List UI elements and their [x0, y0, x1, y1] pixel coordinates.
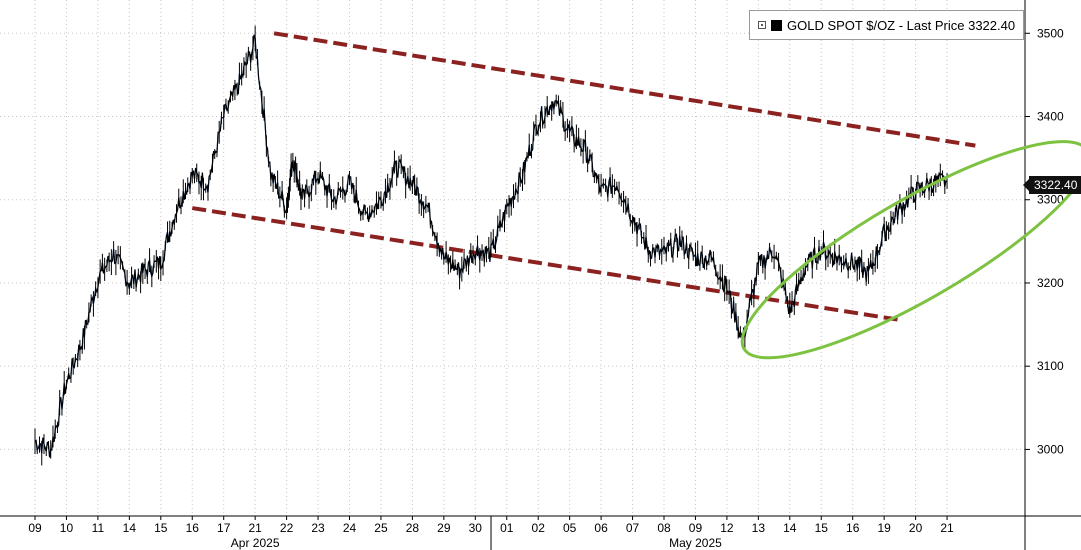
channel-line [273, 31, 976, 148]
month-label: May 2025 [669, 536, 722, 550]
highlight-ellipse-layer [740, 140, 1081, 360]
x-tick-label: 11 [92, 521, 105, 535]
y-tick-label: 3500 [1037, 26, 1064, 40]
x-axis: 09 10 11 14 15 16 17 21 22 23 24 25 28 29 30 01 02 05 06 07… [0, 515, 1081, 550]
x-tick-label: 24 [343, 521, 357, 535]
x-tick-label: 14 [783, 521, 797, 535]
y-tick-label: 3000 [1037, 442, 1064, 456]
x-tick-label: 08 [657, 521, 671, 535]
x-tick-label: 07 [626, 521, 640, 535]
x-tick-label: 16 [846, 521, 860, 535]
x-tick-label: 13 [752, 521, 766, 535]
x-tick-label: 28 [406, 521, 420, 535]
x-tick-label: 25 [374, 521, 388, 535]
y-tick-label: 3100 [1037, 359, 1064, 373]
x-tick-label: 10 [60, 521, 74, 535]
x-tick-label: 05 [563, 521, 577, 535]
highlight-ellipse [740, 140, 1081, 360]
trend-channel [191, 31, 976, 323]
x-tick-label: 30 [469, 521, 483, 535]
y-axis: 3000 3100 3200 3300 3400 3500 [1024, 0, 1064, 550]
x-tick-label: 22 [280, 521, 294, 535]
x-tick-label: 16 [186, 521, 200, 535]
y-tick-label: 3300 [1037, 193, 1064, 207]
x-tick-label: 02 [532, 521, 546, 535]
x-tick-label: 29 [437, 521, 451, 535]
legend-label: GOLD SPOT $/OZ - Last Price 3322.40 [787, 17, 1016, 33]
month-label: Apr 2025 [231, 536, 280, 550]
x-tick-label: 06 [594, 521, 608, 535]
x-tick-label: 14 [123, 521, 137, 535]
x-tick-label: 21 [940, 521, 954, 535]
x-tick-label: 23 [311, 521, 325, 535]
legend-swatch [771, 19, 782, 31]
price-series [34, 25, 948, 466]
x-tick-label: 12 [720, 521, 734, 535]
x-tick-label: 21 [248, 521, 262, 535]
last-price-tag: 3322.40 [1022, 176, 1081, 194]
x-tick-label: 15 [154, 521, 168, 535]
expand-box-icon[interactable] [758, 21, 766, 29]
x-tick-label: 01 [500, 521, 514, 535]
x-tick-label: 09 [689, 521, 703, 535]
channel-line [191, 206, 904, 323]
x-tick-label: 15 [815, 521, 829, 535]
x-tick-label: 17 [217, 521, 231, 535]
x-tick-label: 20 [909, 521, 923, 535]
y-tick-label: 3400 [1037, 110, 1064, 124]
x-tick-label: 09 [28, 521, 42, 535]
y-tick-label: 3200 [1037, 276, 1064, 290]
chart-legend[interactable]: GOLD SPOT $/OZ - Last Price 3322.40 [749, 10, 1025, 40]
x-tick-label: 19 [877, 521, 891, 535]
